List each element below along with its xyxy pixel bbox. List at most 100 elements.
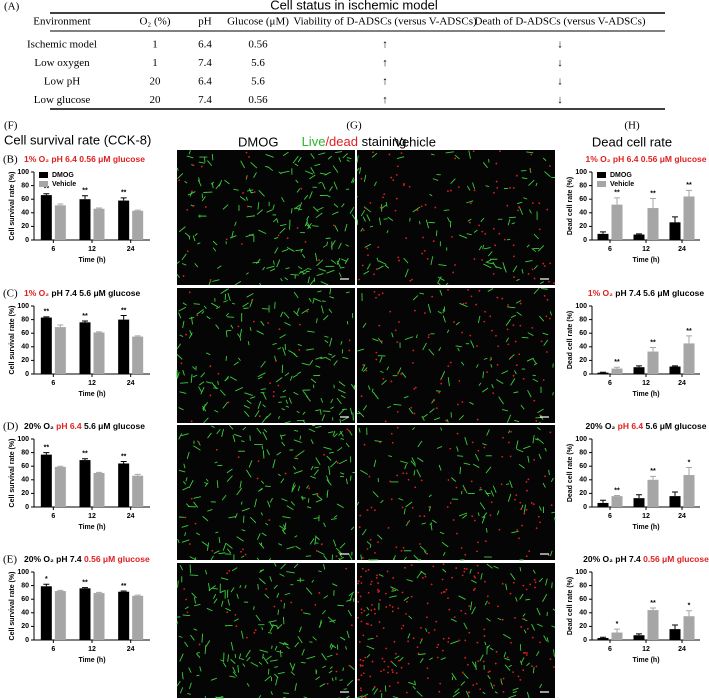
live-cell (485, 466, 492, 474)
dead-cell (384, 592, 387, 595)
live-cell (215, 531, 219, 534)
dead-cell (393, 640, 396, 643)
dead-cell (215, 448, 218, 451)
live-cell (177, 172, 184, 179)
live-cell (376, 257, 379, 262)
panel-label: (D) (3, 421, 19, 433)
live-cell (201, 310, 205, 314)
live-cell (377, 534, 383, 540)
dead-cell (209, 278, 212, 281)
dead-cell (501, 455, 504, 458)
live-cell (182, 320, 185, 329)
live-cell (458, 414, 464, 421)
dead-cell (529, 583, 532, 586)
live-cell (506, 414, 512, 423)
live-cell (357, 410, 365, 418)
live-cell (222, 401, 228, 409)
live-cell (274, 237, 279, 240)
live-cell (516, 278, 520, 281)
dead-cell (383, 193, 386, 196)
dead-cell (360, 608, 363, 611)
live-cell (316, 273, 324, 276)
live-cell (478, 382, 482, 386)
dead-cell (394, 329, 397, 332)
dead-cell (365, 622, 368, 625)
live-cell (511, 222, 516, 225)
table-cell: 5.6 (251, 76, 265, 88)
live-cell (254, 410, 260, 418)
dead-cell (436, 656, 439, 659)
live-cell (303, 612, 311, 615)
live-cell (552, 392, 554, 396)
error-bar (57, 203, 64, 206)
dead-cell (373, 686, 376, 688)
live-cell (322, 609, 326, 615)
dead-cell (478, 289, 481, 292)
dead-cell (483, 320, 486, 323)
live-cell (463, 673, 469, 679)
live-cell (338, 557, 341, 561)
live-cell (302, 391, 309, 398)
live-cell (293, 353, 298, 358)
live-cell (294, 457, 299, 460)
error-bar (650, 346, 656, 352)
live-cell (450, 618, 457, 622)
live-cell (184, 606, 189, 610)
live-cell (258, 190, 265, 197)
live-cell (305, 223, 311, 229)
live-cell (241, 440, 245, 442)
live-cell (298, 626, 302, 633)
error-bar (120, 460, 127, 464)
table-cell: 1 (152, 57, 158, 69)
dead-cell (385, 606, 388, 608)
live-cell (353, 384, 356, 390)
live-cell (340, 472, 345, 475)
error-bar (686, 335, 692, 344)
dead-cell (241, 243, 243, 245)
dead-cell (420, 638, 423, 641)
live-cell (472, 463, 480, 468)
y-tick-label: 80 (579, 582, 587, 589)
live-cell (246, 469, 252, 478)
live-cell (417, 653, 426, 656)
dead-cell (234, 613, 237, 616)
y-tick-label: 60 (21, 463, 29, 470)
dead-cell (472, 684, 475, 686)
dead-cell (467, 289, 470, 291)
live-cell (176, 343, 181, 350)
live-cell (302, 272, 307, 275)
live-cell (537, 427, 541, 431)
bar (79, 460, 91, 507)
error-bar (134, 209, 141, 211)
live-cell (545, 578, 548, 586)
dead-cell (375, 268, 378, 271)
live-cell (446, 329, 450, 334)
live-cell (310, 439, 314, 445)
live-cell (184, 180, 188, 184)
live-cell (239, 328, 242, 338)
live-cell (179, 564, 183, 571)
dead-cell (368, 475, 371, 478)
dead-cell (406, 600, 408, 603)
bar (683, 616, 695, 640)
dead-cell (519, 679, 522, 681)
dead-cell (348, 664, 351, 667)
live-cell (285, 267, 290, 270)
bar (79, 588, 91, 640)
live-cell (307, 276, 310, 284)
live-cell (367, 385, 371, 390)
dead-cell (363, 609, 366, 612)
live-cell (533, 287, 540, 295)
live-cell (451, 672, 457, 681)
live-cell (324, 171, 332, 176)
live-cell (356, 196, 358, 198)
dead-cell (404, 566, 407, 569)
live-cell (265, 153, 274, 158)
live-cell (346, 630, 350, 639)
live-cell (345, 646, 347, 650)
live-cell (197, 179, 202, 187)
live-cell (352, 179, 355, 184)
live-cell (482, 512, 488, 518)
live-cell (267, 668, 270, 675)
live-cell (219, 389, 226, 396)
